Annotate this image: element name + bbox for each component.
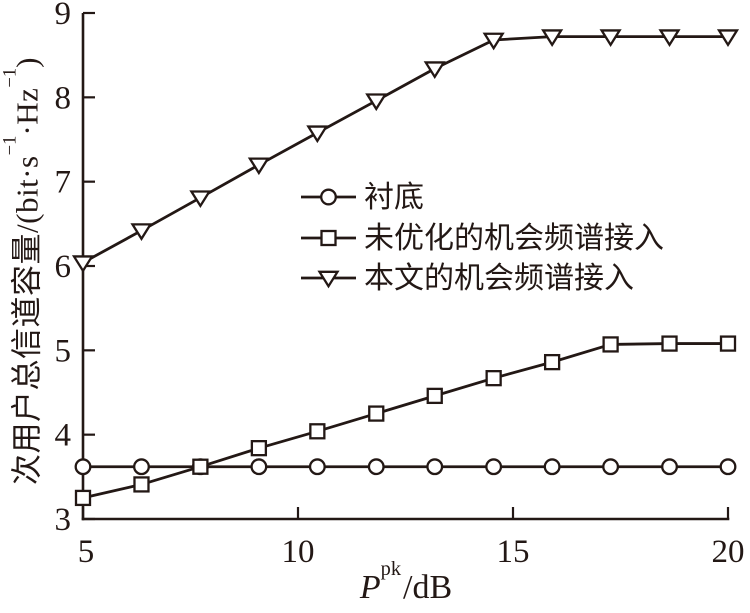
square-marker	[368, 405, 385, 422]
triangle-down-marker	[423, 61, 446, 80]
y-tick-label: 5	[55, 333, 72, 369]
y-axis-superscript: −1	[0, 67, 21, 88]
y-axis-label-text: 次用户总信道容量/(bit·s	[9, 155, 45, 485]
circle-marker	[485, 458, 503, 476]
y-tick-label: 6	[55, 249, 72, 285]
x-tick-label: 5	[78, 534, 95, 570]
y-tick-label: 4	[55, 418, 72, 454]
square-marker	[320, 229, 337, 247]
legend-item: 衬底	[301, 181, 424, 214]
x-ticks: 5 10 15 20	[78, 507, 745, 570]
series-line	[82, 35, 728, 264]
triangle-down-marker	[189, 190, 212, 209]
triangle-down-marker	[482, 32, 505, 51]
triangle-down-marker	[365, 93, 388, 112]
square-marker	[74, 489, 92, 507]
triangle-down-marker	[130, 223, 153, 241]
circle-marker	[367, 458, 385, 476]
triangle-down-marker	[541, 29, 564, 47]
circle-marker	[74, 458, 92, 476]
triangle-down-marker	[71, 255, 95, 273]
circle-marker	[320, 188, 337, 206]
x-axis-label: Ppk/dB	[359, 558, 453, 607]
y-axis-label-text: )	[9, 57, 45, 68]
square-marker	[250, 440, 268, 457]
circle-marker	[133, 458, 150, 476]
square-marker	[485, 370, 502, 387]
square-marker	[543, 353, 561, 371]
y-tick-label: 7	[55, 165, 72, 201]
triangle-down-marker	[306, 125, 329, 144]
y-tick-label: 3	[55, 502, 72, 538]
legend-label: 未优化的机会频谱接入	[364, 222, 664, 255]
triangle-down-marker	[658, 29, 681, 47]
x-axis-unit: /dB	[403, 569, 453, 607]
square-marker	[661, 335, 678, 352]
series-line	[82, 342, 728, 500]
y-axis-label-text: ·Hz	[9, 87, 45, 136]
x-tick-label: 20	[712, 534, 745, 570]
circle-marker	[602, 458, 620, 476]
square-marker	[309, 423, 326, 440]
square-marker	[719, 335, 737, 352]
y-tick-label: 9	[55, 0, 72, 32]
circle-marker	[661, 458, 678, 476]
triangle-down-marker	[247, 157, 270, 176]
triangle-down-marker	[599, 29, 622, 47]
square-marker	[133, 476, 150, 493]
y-axis-superscript: −1	[0, 135, 21, 156]
x-axis-symbol: P	[359, 569, 381, 607]
circle-marker	[543, 458, 561, 476]
y-ticks: 3 4 5 6 7 8 9	[55, 0, 95, 538]
x-tick-label: 10	[282, 534, 315, 570]
x-axis-superscript: pk	[380, 557, 402, 580]
circle-marker	[250, 458, 268, 476]
circle-marker	[719, 458, 737, 476]
series-square	[74, 335, 737, 507]
series-circle	[74, 458, 737, 476]
triangle-down-marker	[716, 29, 740, 47]
y-axis-label: 次用户总信道容量/(bit·s−1·Hz−1)	[0, 57, 47, 485]
square-marker	[602, 336, 619, 353]
circle-marker	[308, 458, 326, 476]
triangle-down-marker	[317, 270, 340, 289]
y-tick-label: 8	[55, 80, 72, 116]
legend-label: 衬底	[364, 181, 424, 214]
x-tick-label: 15	[497, 534, 530, 570]
circle-marker	[426, 458, 444, 476]
series-triangle-down	[71, 29, 740, 273]
square-marker	[426, 387, 443, 405]
square-marker	[192, 458, 209, 475]
legend-item: 未优化的机会频谱接入	[301, 222, 664, 255]
legend-item: 本文的机会频谱接入	[301, 262, 634, 295]
legend-label: 本文的机会频谱接入	[364, 262, 634, 295]
